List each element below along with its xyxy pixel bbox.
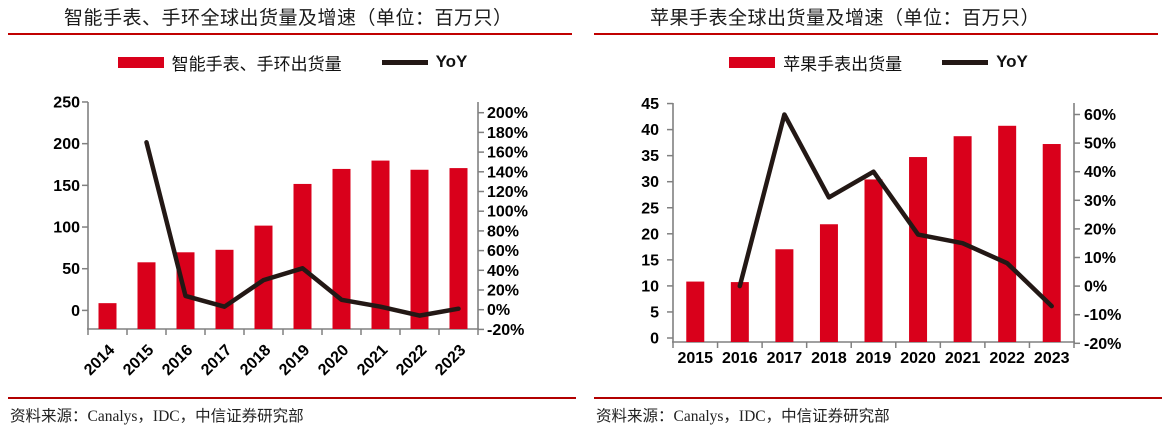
right-axis-tick-label: 40%: [487, 263, 519, 280]
right-axis-tick-label: 200%: [487, 105, 528, 122]
right-axis-tick-label: -10%: [1084, 307, 1121, 324]
bar: [137, 262, 156, 329]
right-axis-tick-label: 60%: [487, 243, 519, 260]
x-axis-category-label: 2020: [900, 350, 936, 367]
source-note: 资料来源：Canalys，IDC，中信证券研究部: [10, 408, 304, 425]
x-axis-category-label: 2022: [393, 342, 430, 379]
left-axis-tick-label: 0: [71, 303, 80, 320]
left-axis-tick-label: 30: [641, 174, 659, 191]
footer-divider: [8, 397, 576, 399]
line-legend-swatch: [381, 59, 428, 65]
x-axis-category-label: 2023: [432, 342, 469, 379]
legend: 智能手表、手环出货量 YoY: [0, 50, 585, 74]
title-underline: [594, 33, 1158, 35]
left-axis-tick-label: 250: [53, 94, 80, 111]
chart-canvas: 0 5 10 15 20 25 30 35 40 45 -20% -10% 0% 10% 20% 30% 40%…: [641, 96, 1121, 367]
left-axis-tick-label: 20: [641, 226, 659, 243]
bar: [686, 281, 705, 342]
footer-divider: [594, 397, 1162, 399]
bar-legend-label: 苹果手表出货量: [783, 54, 903, 74]
right-axis-tick-label: 50%: [1084, 136, 1116, 153]
bar: [332, 168, 351, 329]
bar: [1042, 144, 1061, 342]
chart-title: 苹果手表全球出货量及增速（单位：百万只）: [650, 8, 1041, 29]
source-note: 资料来源：Canalys，IDC，中信证券研究部: [596, 408, 890, 425]
right-axis-tick-label: 0%: [1084, 279, 1107, 296]
panel-apple-watch: 苹果手表全球出货量及增速（单位：百万只） 苹果手表出货量 YoY 0 5 10 15 2…: [586, 0, 1171, 433]
panel-smartwatch-band: 智能手表、手环全球出货量及增速（单位：百万只） 智能手表、手环出货量 YoY 0…: [0, 0, 585, 433]
bar-legend-swatch: [117, 56, 164, 68]
x-axis-category-label: 2017: [198, 342, 235, 379]
chart-canvas: 0 50 100 150 200 250 -20% 0% 20% 40% 60% 80% 100% 120…: [53, 94, 528, 379]
left-axis-tick-label: 15: [641, 252, 659, 269]
bar: [730, 282, 749, 342]
x-axis-category-label: 2018: [237, 342, 274, 379]
right-axis-tick-label: 30%: [1084, 193, 1116, 210]
x-axis-category-label: 2023: [1034, 350, 1070, 367]
x-axis-category-label: 2015: [677, 350, 713, 367]
line-legend-label: YoY: [435, 52, 468, 71]
x-axis-category-label: 2016: [722, 350, 758, 367]
bar: [953, 136, 972, 342]
legend: 苹果手表出货量 YoY: [586, 50, 1171, 74]
right-axis-tick-label: 20%: [487, 283, 519, 300]
yoy-line: [737, 112, 1054, 309]
right-axis-tick-label: 10%: [1084, 250, 1116, 267]
left-axis-tick-label: 40: [641, 122, 659, 139]
right-axis-tick-label: 0%: [487, 302, 510, 319]
bar: [371, 160, 390, 329]
left-axis-tick-label: 100: [53, 220, 80, 237]
left-axis-tick-label: 150: [53, 178, 80, 195]
left-axis-tick-label: 50: [62, 261, 80, 278]
x-axis-category-label: 2019: [856, 350, 892, 367]
bar-legend-swatch: [729, 56, 776, 68]
x-axis-category-label: 2017: [767, 350, 803, 367]
right-axis-tick-label: -20%: [487, 322, 524, 339]
left-axis-tick-label: 25: [641, 200, 659, 217]
right-axis-tick-label: 80%: [487, 223, 519, 240]
bar: [410, 169, 429, 329]
left-axis-tick-label: 35: [641, 148, 659, 165]
title-underline: [8, 33, 572, 35]
right-axis-tick-label: 180%: [487, 125, 528, 142]
x-axis-category-label: 2014: [81, 342, 118, 379]
right-axis-tick-label: -20%: [1084, 336, 1121, 353]
x-axis-category-label: 2015: [120, 342, 157, 379]
right-axis-tick-label: 100%: [487, 204, 528, 221]
right-axis-tick-label: 60%: [1084, 107, 1116, 124]
bar: [98, 303, 117, 329]
x-axis-category-label: 2021: [945, 350, 981, 367]
left-axis-tick-label: 5: [650, 304, 659, 321]
yoy-line: [144, 140, 461, 318]
right-axis-tick-label: 120%: [487, 184, 528, 201]
bar: [449, 168, 468, 329]
x-axis-category-label: 2020: [315, 342, 352, 379]
bar: [909, 157, 928, 342]
line-legend-label: YoY: [996, 52, 1028, 71]
bar-legend-label: 智能手表、手环出货量: [171, 54, 342, 74]
line-legend-swatch: [942, 59, 989, 65]
right-axis-tick-label: 140%: [487, 164, 528, 181]
bar: [293, 183, 312, 329]
x-axis-category-label: 2022: [989, 350, 1025, 367]
right-axis-tick-label: 20%: [1084, 221, 1116, 238]
right-axis-tick-label: 160%: [487, 145, 528, 162]
left-axis-tick-label: 45: [641, 96, 659, 113]
bar: [998, 125, 1017, 342]
bar: [819, 224, 838, 342]
bar: [254, 225, 273, 329]
x-axis-category-label: 2016: [159, 342, 196, 379]
bar: [215, 249, 234, 329]
x-axis-category-label: 2019: [276, 342, 313, 379]
left-axis-tick-label: 0: [650, 331, 659, 348]
bar: [864, 179, 883, 342]
x-axis-category-label: 2018: [811, 350, 847, 367]
right-axis-tick-label: 40%: [1084, 164, 1116, 181]
x-axis-category-label: 2021: [354, 342, 391, 379]
bar: [775, 249, 794, 342]
chart-title: 智能手表、手环全球出货量及增速（单位：百万只）: [64, 8, 513, 29]
left-axis-tick-label: 200: [53, 136, 80, 153]
left-axis-tick-label: 10: [641, 278, 659, 295]
